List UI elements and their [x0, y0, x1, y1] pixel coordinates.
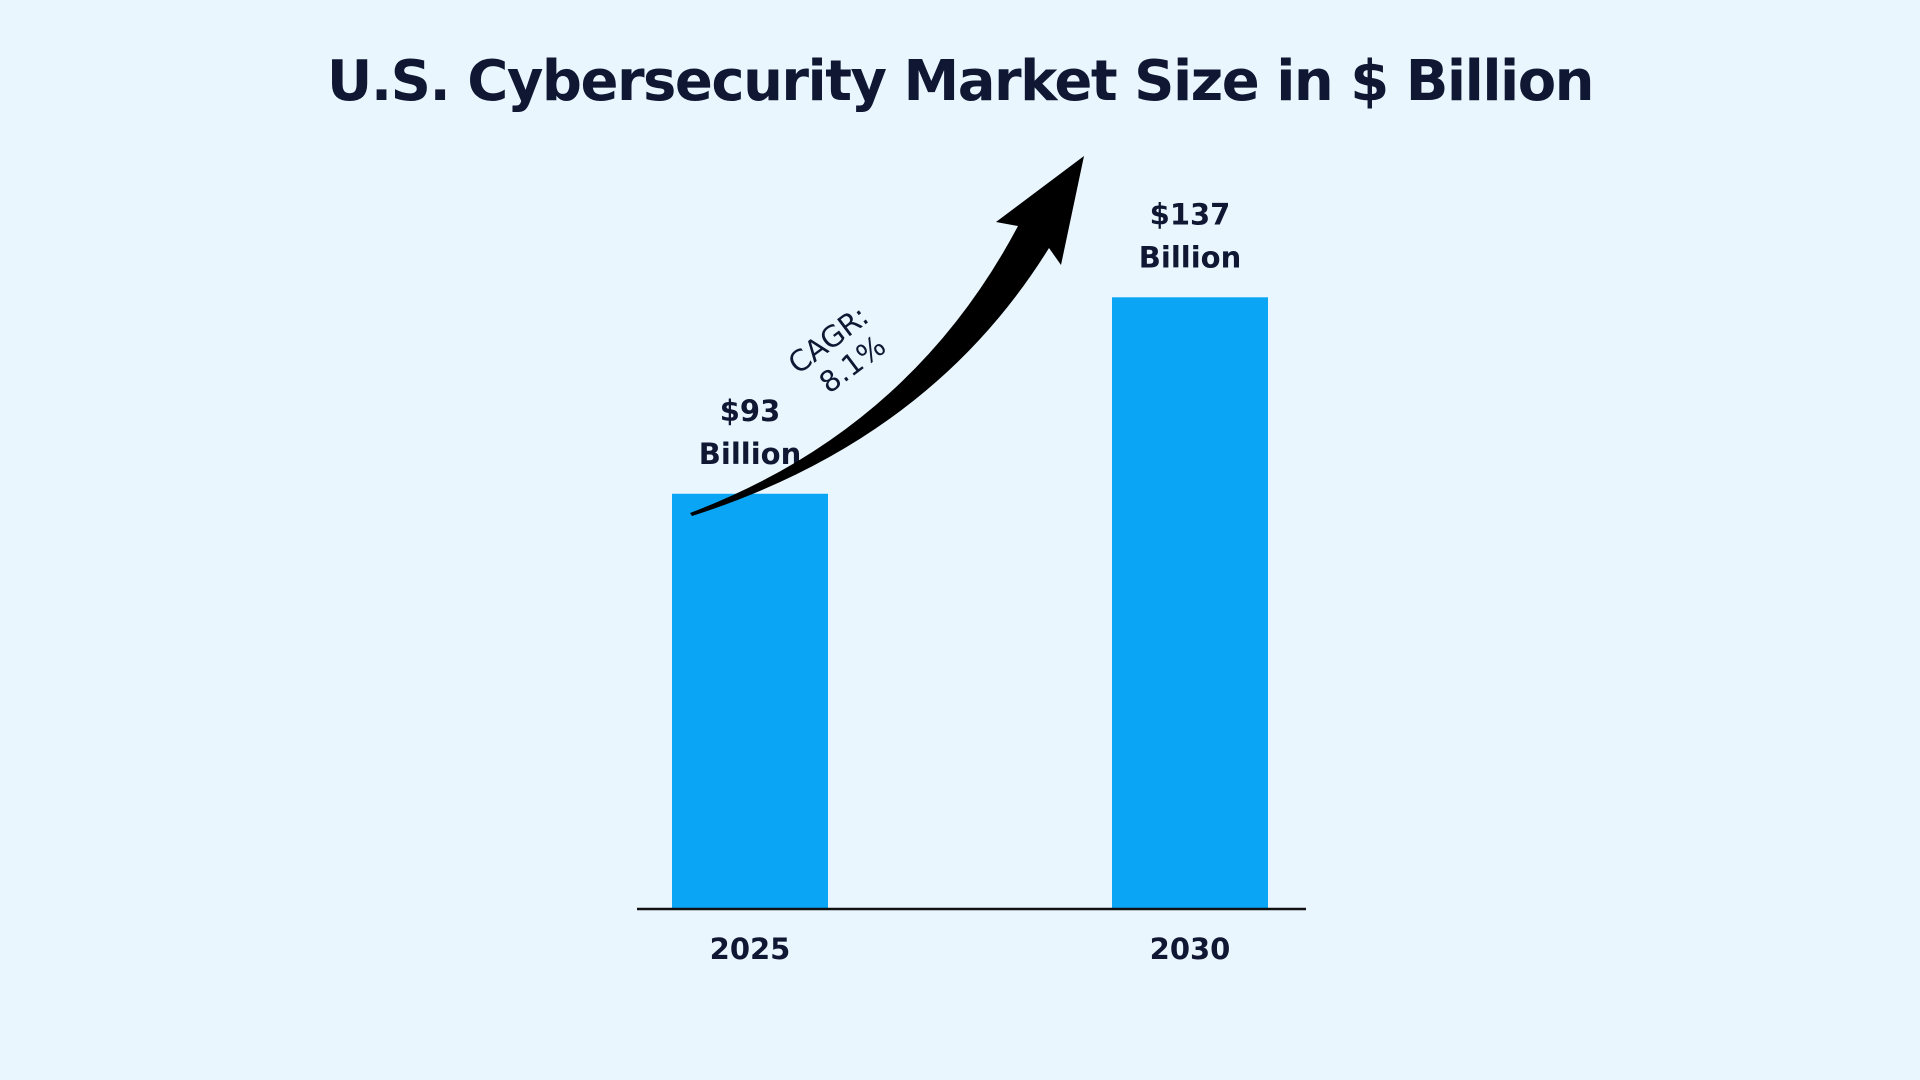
bar-2030: [1112, 297, 1268, 909]
data-label-2030: $137 Billion: [1139, 197, 1241, 274]
data-label-2025: $93 Billion: [699, 394, 801, 471]
chart-title: U.S. Cybersecurity Market Size in $ Bill…: [327, 49, 1593, 114]
labels-layer: $93 Billion 2025 $137 Billion 2030: [699, 197, 1241, 966]
data-label-line: Billion: [699, 437, 801, 471]
data-label-line: Billion: [1139, 240, 1241, 274]
bars-layer: [672, 297, 1268, 909]
bar-2025: [672, 493, 828, 909]
data-label-line: $93: [720, 394, 781, 428]
data-label-line: $137: [1150, 197, 1231, 231]
x-tick-label-2025: 2025: [710, 932, 791, 966]
growth-arrow-icon: [690, 156, 1084, 516]
x-tick-label-2030: 2030: [1150, 932, 1231, 966]
